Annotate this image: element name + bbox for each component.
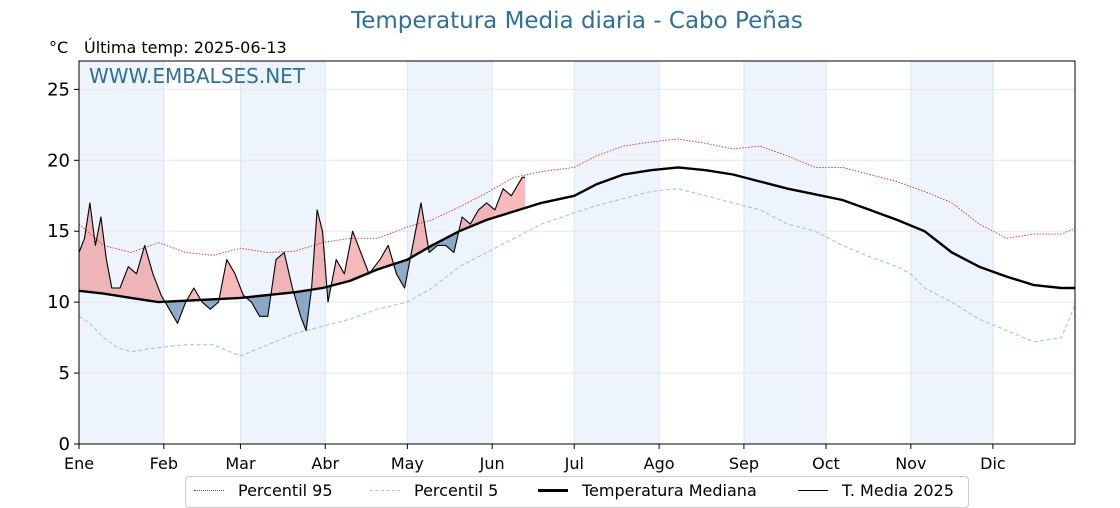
month-band bbox=[574, 61, 660, 444]
y-tick-label: 20 bbox=[47, 150, 70, 171]
anomaly-fill-above bbox=[187, 288, 203, 303]
legend-item-p5: Percentil 5 bbox=[370, 481, 498, 500]
anomaly-fill-below bbox=[165, 299, 188, 324]
series-line-median bbox=[78, 166, 1075, 304]
legend-swatch-p5 bbox=[370, 490, 400, 491]
chart-legend: Percentil 95 Percentil 5 Temperatura Med… bbox=[185, 476, 969, 508]
anomaly-fill-above bbox=[79, 202, 166, 303]
anomaly-fill-above bbox=[332, 231, 369, 286]
legend-swatch-median bbox=[538, 489, 568, 492]
legend-label-p95: Percentil 95 bbox=[238, 481, 333, 500]
y-tick-label: 10 bbox=[47, 292, 70, 313]
unit-label: °C bbox=[49, 38, 69, 57]
x-tick-label: May bbox=[391, 454, 424, 473]
watermark: WWW.EMBALSES.NET bbox=[89, 64, 306, 88]
month-band bbox=[743, 61, 826, 444]
x-tick-label: Jun bbox=[479, 454, 505, 473]
chart-title: Temperatura Media diaria - Cabo Peñas bbox=[351, 8, 803, 34]
anomaly-fill-below bbox=[393, 252, 412, 288]
last-temp-label: Última temp: 2025-06-13 bbox=[84, 38, 287, 57]
anomaly-fill-below bbox=[245, 288, 272, 317]
month-band bbox=[240, 61, 326, 444]
legend-swatch-current bbox=[798, 490, 828, 491]
legend-item-p95: Percentil 95 bbox=[194, 481, 333, 500]
plot-frame bbox=[78, 60, 1076, 445]
anomaly-fill-above bbox=[411, 202, 430, 258]
x-tick-label: Sep bbox=[729, 454, 759, 473]
anomaly-fill-below bbox=[202, 295, 220, 310]
x-tick-label: Abr bbox=[311, 454, 339, 473]
y-tick-label: 15 bbox=[47, 221, 70, 242]
legend-label-median: Temperatura Mediana bbox=[582, 481, 757, 500]
anomaly-fill-above bbox=[219, 259, 246, 299]
series-line-p95 bbox=[78, 138, 1076, 256]
series-line-current bbox=[78, 176, 525, 332]
anomaly-fill-below bbox=[429, 228, 460, 253]
y-tick-label: 0 bbox=[59, 434, 70, 455]
legend-item-current: T. Media 2025 bbox=[798, 481, 954, 500]
x-tick-label: Oct bbox=[812, 454, 840, 473]
legend-label-current: T. Media 2025 bbox=[842, 481, 954, 500]
anomaly-fill-above bbox=[271, 252, 294, 295]
legend-label-p5: Percentil 5 bbox=[414, 481, 499, 500]
x-tick-label: Dic bbox=[980, 454, 1006, 473]
x-tick-label: Mar bbox=[225, 454, 256, 473]
x-tick-label: Feb bbox=[150, 454, 178, 473]
x-tick-label: Ene bbox=[64, 454, 94, 473]
x-tick-label: Jul bbox=[564, 454, 584, 473]
x-tick-label: Ago bbox=[644, 454, 675, 473]
y-tick-label: 25 bbox=[47, 79, 70, 100]
legend-item-median: Temperatura Mediana bbox=[538, 481, 757, 500]
anomaly-fill-above bbox=[459, 177, 525, 232]
legend-swatch-p95 bbox=[194, 490, 224, 491]
x-tick-label: Nov bbox=[895, 454, 926, 473]
y-tick-label: 5 bbox=[59, 363, 70, 384]
series-line-p5 bbox=[78, 188, 1076, 357]
